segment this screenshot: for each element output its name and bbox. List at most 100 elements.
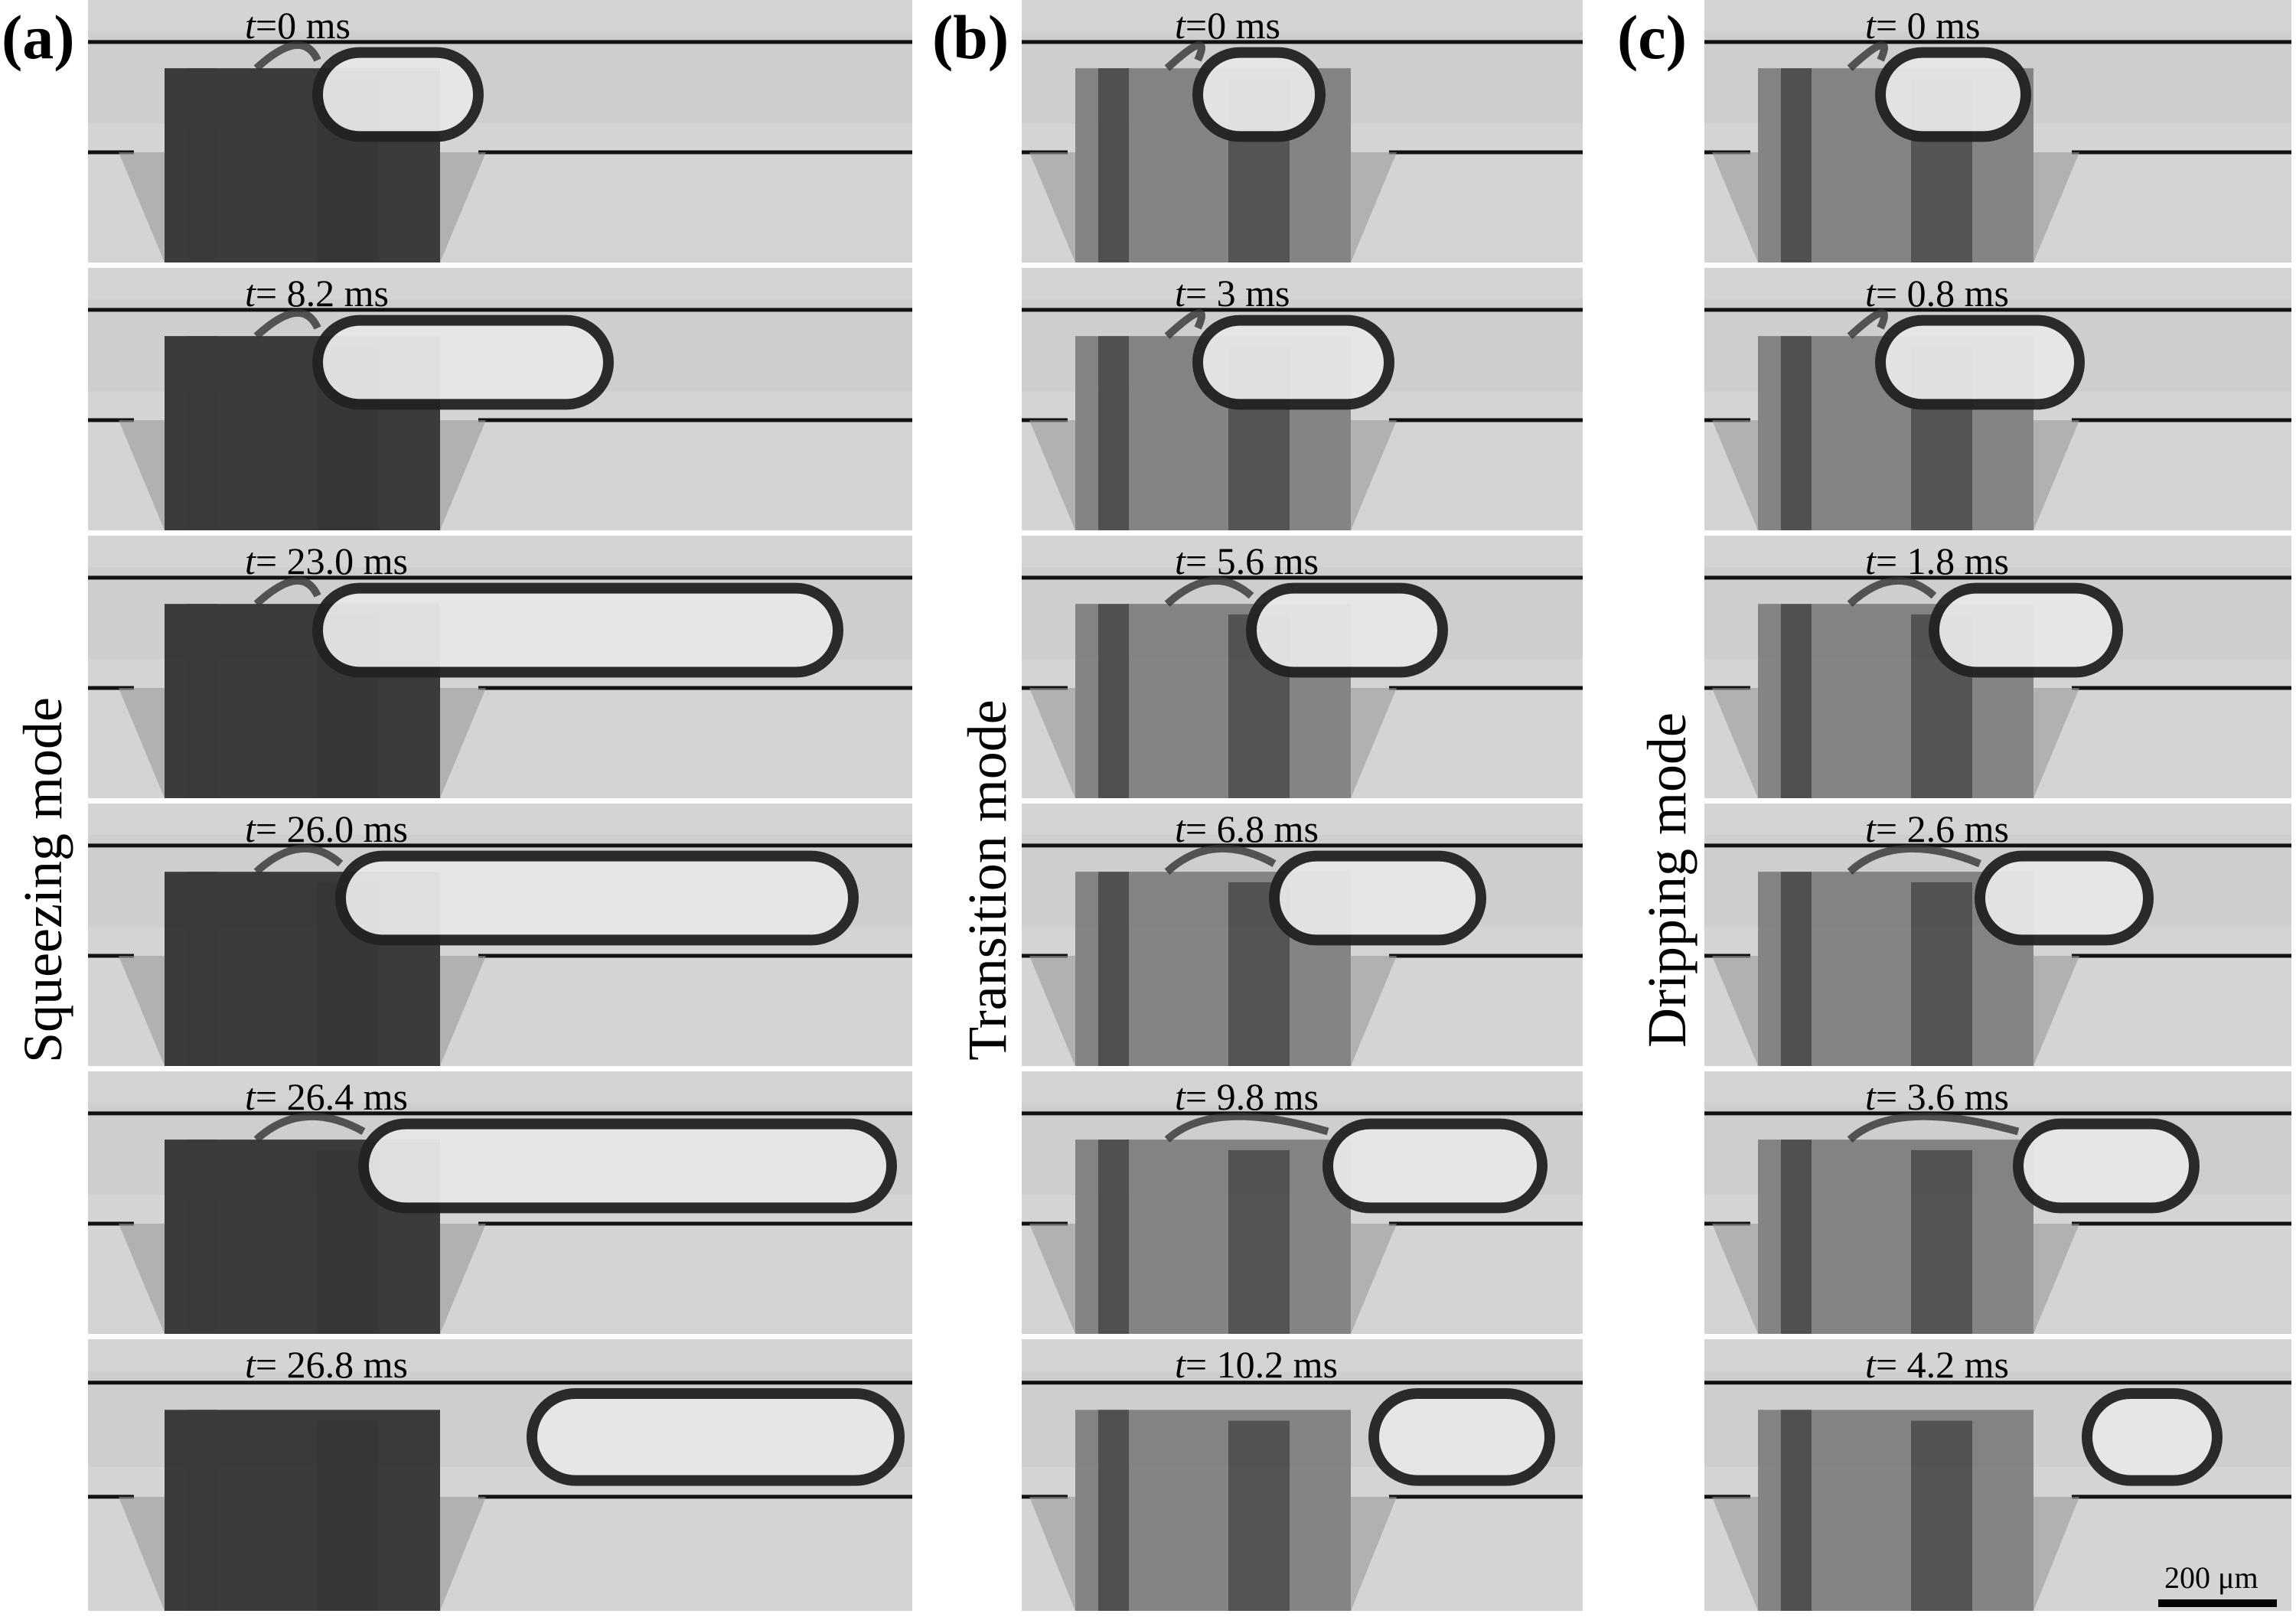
frame-b-1: t= 3 ms [1022, 268, 1583, 530]
capillary-stripe [1911, 1149, 1972, 1334]
frame-b-0: t=0 ms [1022, 0, 1583, 262]
neck-thread [253, 1112, 366, 1143]
capillary-stripe [1781, 1410, 1812, 1611]
time-label: t= 1.8 ms [1865, 540, 2009, 582]
time-symbol: t [1175, 4, 1186, 47]
capillary-taper-left [119, 955, 165, 1066]
capillary-taper-right [2033, 955, 2079, 1066]
capillary-taper-right [440, 1223, 486, 1334]
capillary-stripe [1228, 1420, 1290, 1611]
droplet [1269, 850, 1486, 946]
frame-a-0: t=0 ms [88, 0, 912, 262]
time-symbol: t [1865, 1343, 1876, 1386]
capillary-taper-right [1351, 955, 1397, 1066]
capillary-stripe [1781, 336, 1812, 530]
capillary-stripe [1781, 872, 1812, 1066]
capillary-taper-left [1712, 1496, 1758, 1611]
micrograph [88, 536, 912, 798]
micrograph [1022, 804, 1583, 1066]
panel-letter-c: (c) [1617, 2, 1688, 72]
time-label: t= 5.6 ms [1175, 540, 1319, 582]
capillary-taper-right [2033, 1223, 2079, 1334]
time-value: = 8.2 ms [255, 272, 389, 315]
time-symbol: t [1865, 1075, 1876, 1118]
frame-b-2: t= 5.6 ms [1022, 536, 1583, 798]
capillary-stripe [1228, 1149, 1290, 1334]
time-label: t=0 ms [245, 5, 351, 47]
time-value: = 9.8 ms [1185, 1075, 1319, 1118]
capillary-stripe [1098, 1410, 1129, 1611]
neck-thread [253, 308, 321, 339]
neck-thread [1847, 576, 1937, 607]
neck-thread [1164, 844, 1277, 875]
droplet [312, 315, 614, 410]
capillary-stripe [188, 604, 218, 798]
neck-thread [1164, 41, 1205, 71]
frame-a-1: t= 8.2 ms [88, 268, 912, 530]
micrograph [88, 0, 912, 262]
capillary-stripe [188, 68, 218, 262]
scale-bar-label: 200 μm [2164, 1560, 2258, 1595]
capillary-taper-left [119, 152, 165, 262]
mode-label-dripping: Dripping mode [1636, 712, 1698, 1048]
time-label: t= 26.0 ms [245, 808, 408, 850]
time-value: = 26.4 ms [255, 1075, 408, 1118]
capillary-stripe [1911, 882, 1972, 1066]
frame-c-1: t= 0.8 ms [1704, 268, 2291, 530]
capillary-taper-left [119, 1496, 165, 1611]
capillary-taper-right [1351, 1496, 1397, 1611]
capillary-taper-left [1712, 955, 1758, 1066]
droplet [2013, 1118, 2200, 1214]
time-symbol: t [1865, 4, 1876, 47]
neck-thread [1164, 576, 1254, 607]
frame-c-0: t= 0 ms [1704, 0, 2291, 262]
capillary-stripe [318, 1420, 379, 1611]
droplet [1975, 850, 2154, 946]
micrograph [1704, 268, 2291, 530]
frame-c-3: t= 2.6 ms [1704, 804, 2291, 1066]
frame-c-4: t= 3.6 ms [1704, 1071, 2291, 1334]
droplet [312, 582, 843, 678]
frame-a-5: t= 26.8 ms [88, 1339, 912, 1611]
capillary-taper-right [440, 1496, 486, 1611]
capillary-stripe [1098, 68, 1129, 262]
droplet [1875, 315, 2085, 410]
droplet [335, 850, 859, 946]
micrograph [1704, 1339, 2291, 1611]
neck-thread [253, 844, 344, 875]
neck-thread [253, 576, 321, 607]
neck-thread [1164, 1112, 1329, 1143]
capillary-taper-right [440, 955, 486, 1066]
micrograph [88, 1071, 912, 1334]
droplet [1368, 1388, 1555, 1486]
capillary-stripe [1098, 604, 1129, 798]
capillary-taper-left [119, 1223, 165, 1334]
capillary-stripe [1781, 604, 1812, 798]
capillary-taper-right [1351, 1223, 1397, 1334]
time-symbol: t [245, 1343, 256, 1386]
panel-letter-b: (b) [932, 2, 1009, 72]
time-label: t= 3 ms [1175, 272, 1290, 315]
time-symbol: t [1865, 807, 1876, 850]
capillary-stripe [1781, 68, 1812, 262]
capillary-taper-right [2033, 152, 2079, 262]
time-symbol: t [1175, 1343, 1186, 1386]
time-value: = 3 ms [1185, 272, 1290, 315]
time-label: t= 3.6 ms [1865, 1076, 2009, 1118]
time-label: t= 23.0 ms [245, 540, 408, 582]
capillary-stripe [1098, 1139, 1129, 1334]
neck-thread [1847, 1112, 2020, 1143]
time-value: = 23.0 ms [255, 540, 408, 582]
droplet [1875, 47, 2031, 142]
time-value: = 3.6 ms [1875, 1075, 2009, 1118]
frame-c-5: t= 4.2 ms [1704, 1339, 2291, 1611]
time-label: t= 4.2 ms [1865, 1344, 2009, 1386]
capillary-taper-left [1029, 1223, 1075, 1334]
time-label: t= 2.6 ms [1865, 808, 2009, 850]
time-symbol: t [245, 1075, 256, 1118]
droplet [1192, 315, 1394, 410]
time-label: t= 8.2 ms [245, 272, 389, 315]
capillary-stripe [188, 336, 218, 530]
panel-letter-a: (a) [2, 2, 75, 72]
frame-b-3: t= 6.8 ms [1022, 804, 1583, 1066]
